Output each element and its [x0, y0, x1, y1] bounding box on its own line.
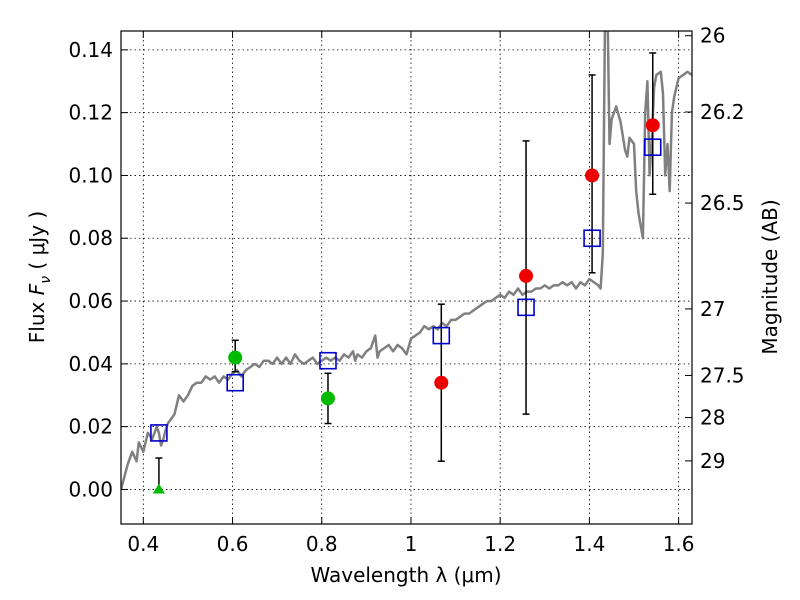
model-photometry-square — [150, 424, 168, 442]
y-axis: 0.00 0.02 0.04 0.06 0.08 0.10 0.12 0.14 — [68, 38, 128, 501]
nir-data-point — [585, 168, 600, 183]
y2-tick-label: 28 — [700, 406, 725, 430]
nir-data-point — [645, 118, 660, 133]
y2-tick-label: 26 — [700, 24, 725, 48]
markers-layer — [150, 52, 662, 494]
x-tick-label: 0.4 — [127, 532, 159, 556]
model-photometry-square — [517, 298, 535, 317]
model-photometry-square — [226, 373, 244, 392]
data-layer — [121, 31, 692, 490]
y-tick-label: 0.02 — [68, 415, 113, 439]
y2-axis-title: Magnitude (AB) — [758, 199, 782, 354]
x-axis-title: Wavelength λ (μm) — [310, 563, 501, 587]
model-photometry-square — [583, 229, 601, 248]
y-axis-title: Flux Fν ( μJy ) — [25, 211, 54, 343]
y-tick-label: 0.04 — [68, 352, 113, 376]
nir-data-point — [434, 375, 449, 390]
x-tick-label: 0.6 — [217, 532, 249, 556]
y2-tick-label: 26.2 — [700, 100, 745, 124]
y2-tick-label: 27.5 — [700, 363, 745, 387]
model-photometry-square — [432, 326, 451, 345]
x-tick-label: 0.8 — [306, 532, 338, 556]
model-photometry-square — [319, 351, 337, 370]
y-tick-label: 0.12 — [68, 101, 113, 125]
grid — [121, 31, 692, 524]
x-tick-label: 1.4 — [573, 532, 605, 556]
right-magnitude-axis: 26 26.2 26.5 27 27.5 28 29 — [685, 24, 745, 473]
model-photometry-square — [643, 138, 662, 156]
x-tick-label: 1.2 — [484, 532, 516, 556]
y-tick-label: 0.08 — [68, 226, 113, 250]
upper-limit-triangle-point — [152, 483, 165, 494]
y-tick-label: 0.14 — [68, 38, 113, 62]
x-axis: 0.4 0.6 0.8 1 1.2 1.4 1.6 — [127, 31, 695, 556]
optical-data-point — [228, 350, 243, 365]
y-tick-label: 0.00 — [68, 477, 113, 501]
plot-area — [121, 31, 692, 524]
y-tick-label: 0.10 — [68, 163, 113, 187]
model-spectrum-line — [121, 31, 692, 490]
y2-tick-label: 26.5 — [700, 191, 745, 215]
plot-frame — [120, 30, 693, 525]
x-tick-label: 1.6 — [663, 532, 695, 556]
nir-data-point — [519, 268, 534, 283]
optical-data-point — [320, 391, 335, 406]
y-tick-label: 0.06 — [68, 289, 113, 313]
x-tick-label: 1 — [405, 532, 418, 556]
y2-tick-label: 27 — [700, 297, 725, 321]
y2-tick-label: 29 — [700, 449, 725, 473]
